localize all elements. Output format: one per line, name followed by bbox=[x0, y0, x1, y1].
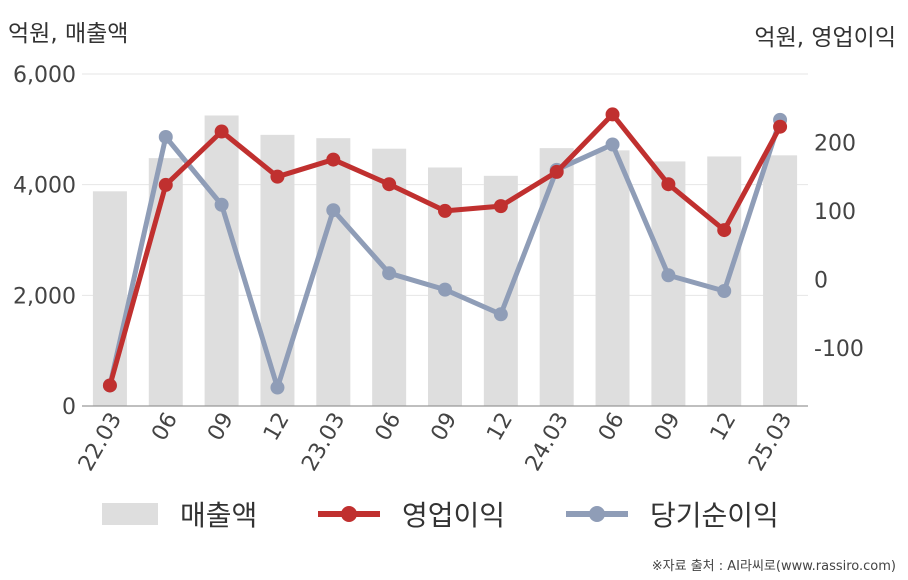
y-right-tick-label: 0 bbox=[814, 268, 828, 293]
x-tick-label: 12 bbox=[706, 409, 742, 446]
x-tick-label: 06 bbox=[147, 409, 183, 446]
net-income-point bbox=[214, 197, 229, 212]
operating-profit-point bbox=[102, 378, 117, 393]
bar-sales bbox=[148, 158, 183, 406]
x-tick-label: 09 bbox=[650, 409, 686, 446]
legend-label-net-income: 당기순이익 bbox=[650, 499, 779, 532]
operating-profit-point bbox=[326, 152, 341, 167]
right-axis-unit-label: 억원, 영업이익 bbox=[754, 25, 896, 51]
legend-label-operating-profit: 영업이익 bbox=[402, 499, 506, 532]
y-left-tick-label: 4,000 bbox=[13, 174, 76, 199]
bar-sales bbox=[316, 138, 351, 407]
bar-sales bbox=[707, 156, 742, 406]
x-tick-label: 24.03 bbox=[521, 409, 574, 476]
x-tick-label: 25.03 bbox=[744, 409, 797, 476]
net-income-point bbox=[717, 283, 732, 298]
operating-profit-point bbox=[158, 177, 173, 192]
net-income-point bbox=[382, 266, 397, 281]
left-axis-unit-label: 억원, 매출액 bbox=[8, 21, 129, 47]
x-tick-label: 23.03 bbox=[297, 409, 350, 476]
bar-sales bbox=[204, 115, 239, 406]
net-income-point bbox=[605, 137, 620, 152]
y-left-tick-label: 0 bbox=[62, 395, 76, 420]
operating-profit-point bbox=[270, 169, 285, 184]
bar-sales bbox=[595, 150, 630, 406]
operating-profit-point bbox=[717, 223, 732, 238]
operating-profit-point bbox=[438, 203, 452, 218]
bar-sales bbox=[763, 155, 798, 406]
operating-profit-point bbox=[382, 177, 397, 192]
net-income-point bbox=[661, 268, 676, 283]
operating-profit-point bbox=[549, 164, 564, 179]
x-tick-label: 12 bbox=[259, 409, 295, 446]
legend-swatch-operating-profit bbox=[318, 503, 380, 525]
bar-sales bbox=[539, 148, 574, 406]
legend-item-operating-profit[interactable]: 영업이익 bbox=[318, 492, 505, 536]
operating-profit-point bbox=[214, 124, 229, 139]
source-note: ※자료 출처 : AI라씨로(www.rassiro.com) bbox=[651, 559, 896, 574]
legend-item-net-income[interactable]: 당기순이익 bbox=[566, 492, 779, 536]
x-tick-label: 09 bbox=[203, 409, 239, 446]
operating-profit-point bbox=[605, 107, 620, 122]
legend-item-sales[interactable]: 매출액 bbox=[102, 492, 257, 536]
operating-profit-point bbox=[493, 199, 508, 214]
legend-swatch-sales bbox=[102, 503, 158, 525]
x-tick-label: 22.03 bbox=[74, 409, 127, 476]
y-right-tick-label: 100 bbox=[814, 200, 856, 225]
net-income-point bbox=[158, 129, 173, 144]
bar-sales bbox=[92, 191, 127, 406]
y-right-tick-label: -100 bbox=[814, 337, 864, 362]
bar-sales bbox=[651, 161, 686, 406]
legend-label-sales: 매출액 bbox=[180, 499, 258, 532]
y-left-tick-label: 6,000 bbox=[13, 63, 76, 88]
x-tick-label: 12 bbox=[482, 409, 518, 446]
y-right-tick-label: 200 bbox=[814, 131, 856, 156]
x-tick-label: 06 bbox=[371, 409, 407, 446]
x-tick-label: 06 bbox=[594, 409, 630, 446]
operating-profit-point bbox=[661, 177, 676, 192]
legend-swatch-net-income bbox=[566, 503, 628, 525]
net-income-point bbox=[326, 203, 341, 218]
net-income-point bbox=[270, 380, 285, 395]
y-left-tick-label: 2,000 bbox=[13, 284, 76, 309]
x-tick-label: 09 bbox=[427, 409, 463, 446]
net-income-point bbox=[493, 307, 508, 322]
net-income-point bbox=[438, 282, 452, 297]
operating-profit-point bbox=[773, 119, 788, 134]
